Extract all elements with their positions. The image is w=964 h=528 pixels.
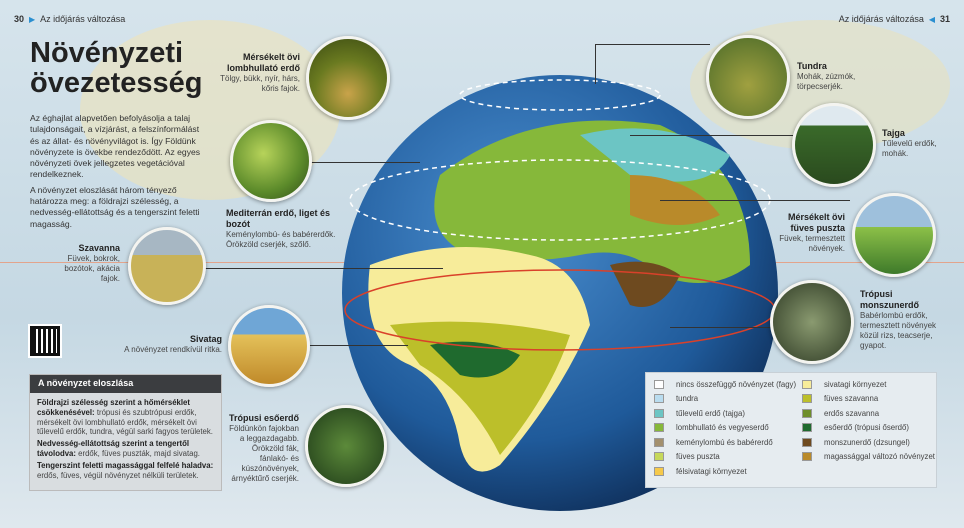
connector <box>308 345 408 346</box>
legend-label: magassággal változó növényzet <box>824 452 935 462</box>
globe-rainforest <box>430 341 520 378</box>
globe-polar-circle <box>459 79 661 111</box>
info-item: Nedvesség-ellátottság szerint a tengertő… <box>37 439 200 458</box>
photo-taiga <box>792 103 876 187</box>
legend-item: tundra <box>654 392 802 407</box>
photo-rainforest <box>305 405 387 487</box>
globe-savanna <box>390 321 570 455</box>
legend-label: tundra <box>676 394 699 404</box>
photo-steppe <box>852 193 936 277</box>
label-desert: Sivatag A növényzet rendkívül ritka. <box>124 334 222 354</box>
legend-swatch <box>802 452 812 462</box>
legend-item: félsivatagi környezet <box>654 464 802 479</box>
legend-swatch <box>654 379 664 389</box>
label-tundra: Tundra Mohák, zúzmók, törpecserjék. <box>797 61 856 91</box>
label-rainforest: Trópusi esőerdő Földünkön fajokban a legg… <box>228 413 299 483</box>
legend-label: tűlevelű erdő (tajga) <box>676 408 745 418</box>
connector <box>595 44 710 45</box>
photo-tundra <box>706 35 790 119</box>
legend-item: nincs összefüggő növényzet (fagy) <box>654 377 802 392</box>
header-left: 30 ▶ Az időjárás változása <box>14 14 126 24</box>
connector <box>660 200 850 201</box>
photo-deciduous-forest <box>306 36 390 120</box>
legend-item: sivatagi környezet <box>802 377 942 392</box>
legend-swatch <box>654 452 664 462</box>
legend-swatch <box>654 423 664 433</box>
legend-swatch <box>802 394 812 404</box>
legend-swatch <box>654 408 664 418</box>
legend-item: esőerdő (trópusi őserdő) <box>802 421 942 436</box>
connector <box>310 162 420 163</box>
legend-swatch <box>802 437 812 447</box>
label-deciduous: Mérsékelt övi lombhullató erdő Tölgy, bük… <box>220 52 300 93</box>
photo-desert <box>228 305 310 387</box>
label-mediterranean: Mediterrán erdő, liget és bozót Keménylom… <box>226 208 336 249</box>
legend-label: monszunerdő (dzsungel) <box>824 437 910 447</box>
legend-swatch <box>654 437 664 447</box>
legend-item: monszunerdő (dzsungel) <box>802 435 942 450</box>
label-monsoon: Trópusi monszunerdő Babérlombú erdők, ter… <box>860 289 937 350</box>
label-steppe: Mérsékelt övi füves puszta Füvek, termesz… <box>779 212 845 253</box>
legend-label: erdős szavanna <box>824 408 880 418</box>
label-savanna: Szavanna Füvek, bokrok, bozótok, akácia f… <box>64 243 120 283</box>
legend-item: keménylombú és babérerdő <box>654 435 802 450</box>
legend-label: füves szavanna <box>824 394 879 404</box>
info-item: Tengerszint feletti magassággal felfelé … <box>37 460 214 480</box>
legend-label: lombhullató és vegyeserdő <box>676 423 769 433</box>
header-right: Az időjárás változása ◀ 31 <box>838 14 950 24</box>
legend-item: lombhullató és vegyeserdő <box>654 421 802 436</box>
legend-item: erdős szavanna <box>802 406 942 421</box>
photo-mediterranean <box>230 120 312 202</box>
photo-savanna <box>128 227 206 305</box>
label-taiga: Tajga Tűlevelű erdők, mohák. <box>882 128 937 158</box>
legend-label: félsivatagi környezet <box>676 466 747 476</box>
info-box: A növényzet eloszlása Földrajzi szélessé… <box>29 374 222 491</box>
info-box-title: A növényzet eloszlása <box>30 375 221 393</box>
legend-swatch <box>654 394 664 404</box>
legend-item: magassággal változó növényzet <box>802 450 942 465</box>
page-title: Növényzeti övezetesség <box>30 37 203 99</box>
connector <box>595 44 596 84</box>
legend-label: keménylombú és babérerdő <box>676 437 773 447</box>
legend-swatch <box>802 379 812 389</box>
legend-item: füves puszta <box>654 450 802 465</box>
legend-item: füves szavanna <box>802 392 942 407</box>
photo-monsoon <box>770 280 854 364</box>
legend-swatch <box>654 466 664 476</box>
info-item: Földrajzi szélesség szerint a hőmérsékle… <box>37 398 213 437</box>
legend-swatch <box>802 408 812 418</box>
legend-label: nincs összefüggő növényzet (fagy) <box>676 379 797 389</box>
map-legend: nincs összefüggő növényzet (fagy) tundra t… <box>645 372 937 488</box>
intro-text: Az éghajlat alapvetően befolyásolja a ta… <box>30 113 201 229</box>
legend-swatch <box>802 423 812 433</box>
connector <box>630 135 793 136</box>
legend-label: füves puszta <box>676 452 720 462</box>
globe-taiga <box>580 128 730 182</box>
legend-item: tűlevelű erdő (tajga) <box>654 406 802 421</box>
connector <box>203 268 443 269</box>
legend-label: sivatagi környezet <box>824 379 887 389</box>
connector <box>670 327 772 328</box>
globe-monsoon <box>610 261 680 307</box>
globe <box>342 75 778 511</box>
legend-label: esőerdő (trópusi őserdő) <box>824 423 909 433</box>
qr-code[interactable] <box>28 324 62 358</box>
